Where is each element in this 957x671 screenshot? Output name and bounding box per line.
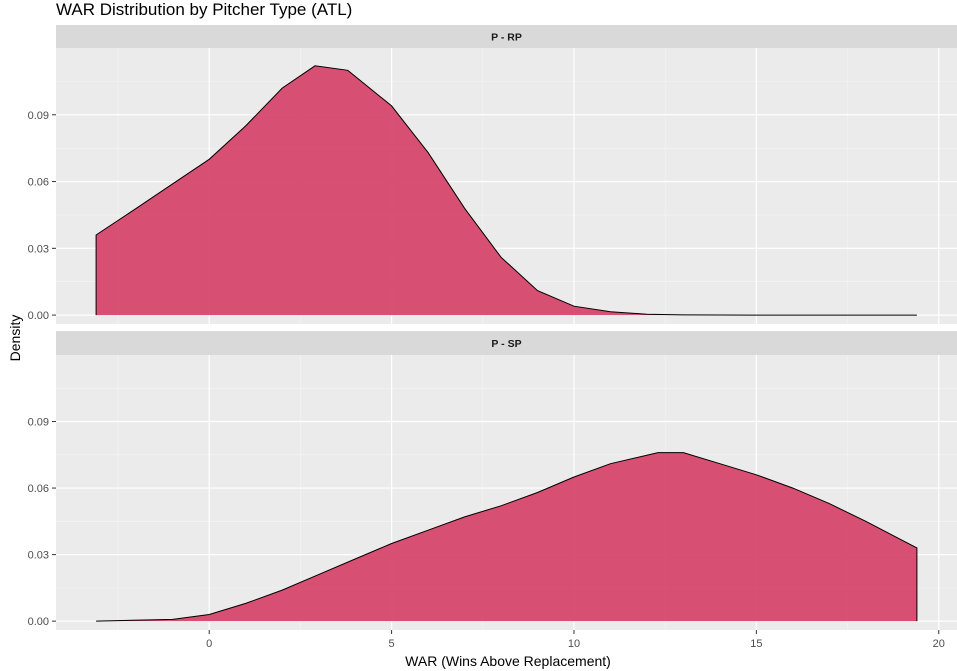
y-tick-label: 0.09 [28,110,49,122]
facet-panel: P - RP 0.00 0.03 0.06 0.09 [28,25,957,324]
x-tick-label: 10 [568,638,580,650]
facet-strip [56,25,957,48]
density-outline [96,452,918,622]
y-tick-label: 0.06 [28,177,49,189]
density-area [96,65,917,316]
y-tick-label: 0.00 [28,310,49,322]
x-tick-label: 5 [389,638,395,650]
x-tick-label: 0 [206,638,212,650]
facet-panel: P - SP 0.00 0.03 0.06 0.09 0 5 10 15 20 [28,331,957,650]
density-area [96,452,917,622]
chart-title: WAR Distribution by Pitcher Type (ATL) [56,0,352,19]
facet-strip-label: P - SP [491,338,521,350]
y-tick-label: 0.00 [28,616,49,628]
facet-panels: P - RP 0.00 0.03 0.06 0.09 P - SP 0.00 0.03 0.06… [28,25,957,650]
x-axis-title: WAR (Wins Above Replacement) [405,653,611,669]
facet-strip-label: P - RP [491,32,522,44]
x-tick-label: 20 [933,638,945,650]
density-outline [95,65,917,316]
y-axis-title: Density [7,315,23,362]
y-tick-label: 0.06 [28,483,49,495]
y-tick-label: 0.03 [28,550,49,562]
y-tick-label: 0.09 [28,417,49,429]
facet-strip [56,331,957,355]
y-tick-label: 0.03 [28,243,49,255]
x-tick-label: 15 [750,638,762,650]
